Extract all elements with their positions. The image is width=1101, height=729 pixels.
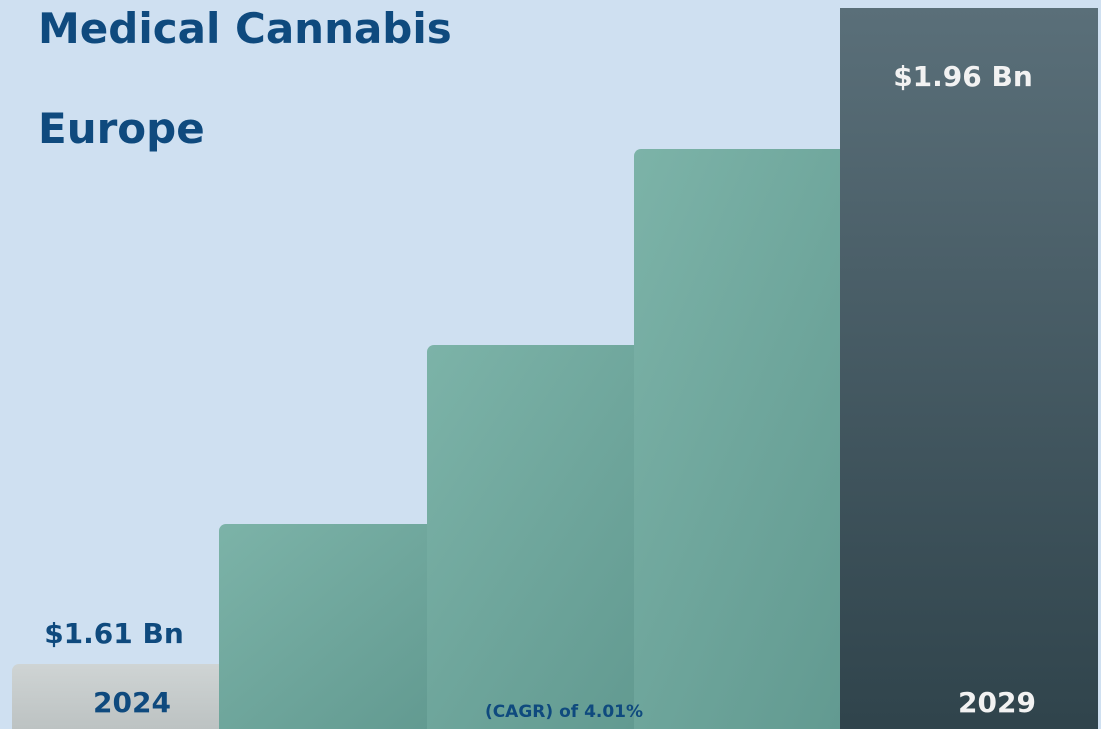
cagr-annotation: (CAGR) of 4.01%	[485, 702, 643, 722]
bar-3	[427, 345, 683, 729]
bar-2	[219, 524, 476, 729]
value-label-2029: $1.96 Bn	[893, 60, 1033, 93]
bars-layer	[12, 8, 1098, 729]
labels-layer: $1.61 Bn 2024 $1.96 Bn 2029 (CAGR) of 4.01%	[44, 60, 1036, 722]
chart-title-line-1: Medical Cannabis	[38, 4, 452, 53]
year-label-2024: 2024	[93, 686, 171, 719]
bar-5	[840, 8, 1098, 729]
year-label-2029: 2029	[958, 686, 1036, 719]
bar-4	[634, 149, 890, 729]
chart-title-line-2: Europe	[38, 104, 205, 153]
bar-1	[12, 664, 269, 729]
value-label-2024: $1.61 Bn	[44, 617, 184, 650]
